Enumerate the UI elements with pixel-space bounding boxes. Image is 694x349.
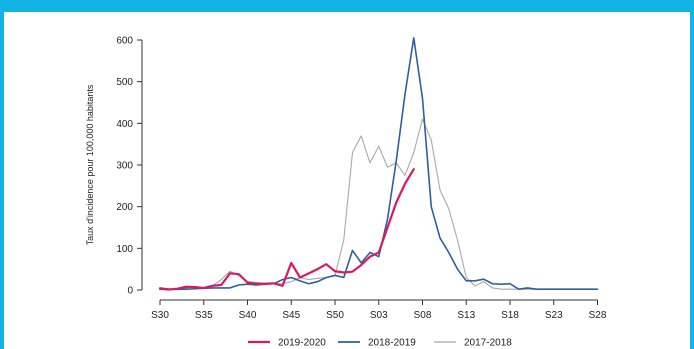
x-tick-label: S28 [589, 310, 607, 321]
legend-label-2019-2020: 2019-2020 [278, 338, 326, 349]
legend-label-2017-2018: 2017-2018 [464, 338, 512, 349]
y-axis-title: Taux d'incidence pour 100,000 habitants [85, 84, 95, 245]
y-axis: 0 100 200 300 400 500 600 [116, 36, 143, 297]
series-line-2017-2018 [159, 118, 599, 290]
y-tick-label: 0 [127, 286, 133, 297]
x-tick-label: S23 [545, 310, 563, 321]
y-tick-label: 600 [116, 36, 133, 47]
x-tick-label: S03 [370, 310, 388, 321]
series-layer [158, 37, 599, 291]
series-line-2019-2020 [158, 168, 415, 291]
x-tick-label: S45 [282, 310, 300, 321]
x-tick-label: S50 [326, 310, 344, 321]
y-tick-label: 500 [116, 77, 133, 88]
y-tick-label: 400 [116, 119, 133, 130]
x-tick-label: S40 [239, 310, 257, 321]
x-tick-label: S30 [151, 310, 169, 321]
y-tick-label: 100 [116, 244, 133, 255]
series-line-2018-2019 [159, 37, 599, 290]
legend: 2019-2020 2018-2019 2017-2018 [248, 338, 512, 349]
legend-label-2018-2019: 2018-2019 [368, 338, 416, 349]
y-tick-label: 200 [116, 202, 133, 213]
x-tick-label: S18 [501, 310, 519, 321]
y-tick-label: 300 [116, 161, 133, 172]
x-tick-label: S35 [195, 310, 213, 321]
x-tick-label: S13 [457, 310, 475, 321]
x-axis: S30 S35 S40 S45 S50 S03 S08 S13 S18 S23 S28 [151, 299, 607, 321]
x-tick-label: S08 [414, 310, 432, 321]
